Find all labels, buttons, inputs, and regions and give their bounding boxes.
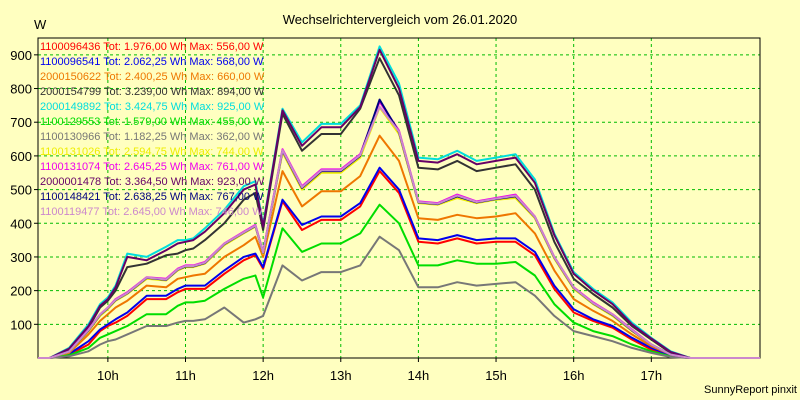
series-line-1100129553	[38, 203, 760, 359]
y-axis-unit: W	[34, 17, 47, 32]
footer-credit: SunnyReport pinxit	[704, 384, 797, 396]
legend-entry: 2000149892 Tot: 3.424,75 Wh Max: 925,00 …	[40, 101, 265, 113]
legend-entry: 1100129553 Tot: 1.579,00 Wh Max: 455,00 …	[40, 116, 264, 128]
y-tick-label: 800	[10, 82, 32, 97]
y-tick-label: 400	[10, 216, 32, 231]
y-tick-label: 100	[10, 317, 32, 332]
series-line-2000001478	[38, 48, 760, 359]
series-line-1100096436	[38, 170, 760, 359]
x-tick-label: 17h	[640, 368, 662, 383]
series-line-2000149892	[38, 45, 760, 359]
x-tick-label: 11h	[175, 368, 196, 383]
series-line-1100096541	[38, 166, 760, 359]
x-tick-label: 14h	[408, 368, 430, 383]
legend-entry: 2000154799 Tot: 3.239,00 Wh Max: 894,00 …	[40, 86, 265, 98]
legend-entry: 1100096436 Tot: 1.976,00 Wh Max: 556,00 …	[40, 41, 264, 53]
y-tick-label: 700	[10, 115, 32, 130]
legend-entry: 2000001478 Tot: 3.364,50 Wh Max: 923,00 …	[40, 176, 265, 188]
legend-entry: 1100131074 Tot: 2.645,25 Wh Max: 761,00 …	[40, 161, 264, 173]
x-tick-label: 12h	[252, 368, 274, 383]
y-tick-label: 300	[10, 250, 32, 265]
x-tick-label: 16h	[563, 368, 585, 383]
chart-title: Wechselrichtervergleich vom 26.01.2020	[282, 12, 518, 27]
legend: 1100096436 Tot: 1.976,00 Wh Max: 556,00 …	[40, 40, 264, 220]
series-line-1100130966	[38, 235, 760, 359]
legend-entry: 1100130966 Tot: 1.182,25 Wh Max: 362,00 …	[40, 131, 264, 143]
y-tick-label: 200	[10, 284, 32, 299]
legend-entry: 2000150622 Tot: 2.400,25 Wh Max: 660,00 …	[40, 71, 265, 83]
y-tick-label: 900	[10, 48, 32, 63]
plot-frame	[37, 37, 761, 359]
y-tick-label: 500	[10, 183, 32, 198]
legend-entry: 1100148421 Tot: 2.638,25 Wh Max: 767,00 …	[40, 191, 264, 203]
series-line-2000154799	[38, 57, 760, 359]
x-tick-label: 15h	[485, 368, 507, 383]
x-tick-label: 13h	[330, 368, 352, 383]
legend-entry: 1100131026 Tot: 2.594,75 Wh Max: 744,00 …	[40, 146, 264, 158]
series-line-2000150622	[38, 134, 760, 359]
legend-entry: 1100119477 Tot: 2.645,00 Wh Max: 746,00 …	[40, 206, 263, 218]
x-tick-label: 10h	[97, 368, 119, 383]
series-line-1100119477	[38, 105, 760, 359]
legend-entry: 1100096541 Tot: 2.062,25 Wh Max: 568,00 …	[40, 56, 264, 68]
y-tick-label: 600	[10, 149, 32, 164]
